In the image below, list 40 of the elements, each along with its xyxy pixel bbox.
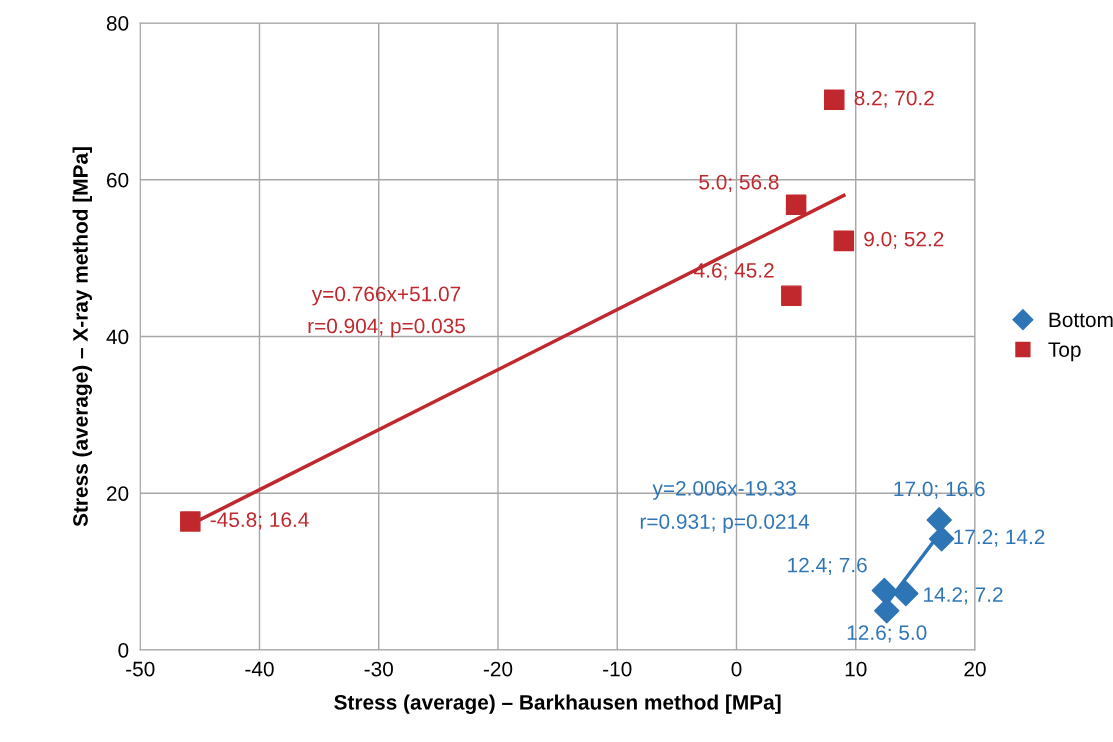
x-tick-label: -10 [603,661,632,677]
point [824,89,845,111]
point [926,507,952,533]
x-tick-label: -30 [364,661,393,677]
x-tick-label: 20 [964,661,986,677]
data-label: -45.8; 16.4 [210,512,309,530]
data-label: 12.6; 5.0 [847,625,927,643]
y-tick-label: 40 [106,329,129,345]
point [781,285,802,307]
data-label: 17.0; 16.6 [894,481,985,499]
point [893,580,919,607]
data-label: 14.2; 7.2 [924,587,1003,605]
x-tick-label: 0 [731,661,742,677]
point [871,577,898,604]
legend-label: Bottom [1049,312,1113,328]
x-axis-title: Stress (average) – Barkhausen method [MPa] [334,694,781,714]
point [785,194,807,216]
data-label: 5.0; 56.8 [699,174,779,193]
data-label: 12.4; 7.6 [788,557,867,575]
annotation: r=0.931; p=0.0214 [640,514,810,534]
x-tick-label: -50 [126,661,155,677]
annotation: r=0.904; p=0.035 [308,318,465,338]
point [180,511,201,532]
data-label: 9.0; 52.2 [864,231,944,249]
point [833,230,855,252]
annotation: y=0.766x+51.07 [311,286,461,306]
x-tick-label: 10 [845,661,867,677]
y-tick-label: 20 [107,486,129,501]
y-tick-label: 60 [107,172,129,188]
y-tick-label: 0 [118,642,129,658]
legend-label: Top [1048,342,1081,362]
x-tick-label: -40 [245,661,274,677]
y-axis-title: Stress (average) – X-ray method [MPa] [72,147,93,527]
y-tick-label: 80 [106,16,129,31]
annotation: y=2.006x-19.33 [652,480,796,500]
point [928,525,955,552]
x-tick-label: -20 [483,661,513,677]
data-label: 17.2; 14.2 [954,529,1045,547]
data-label: 8.2; 70.2 [854,90,934,108]
point [874,598,900,624]
